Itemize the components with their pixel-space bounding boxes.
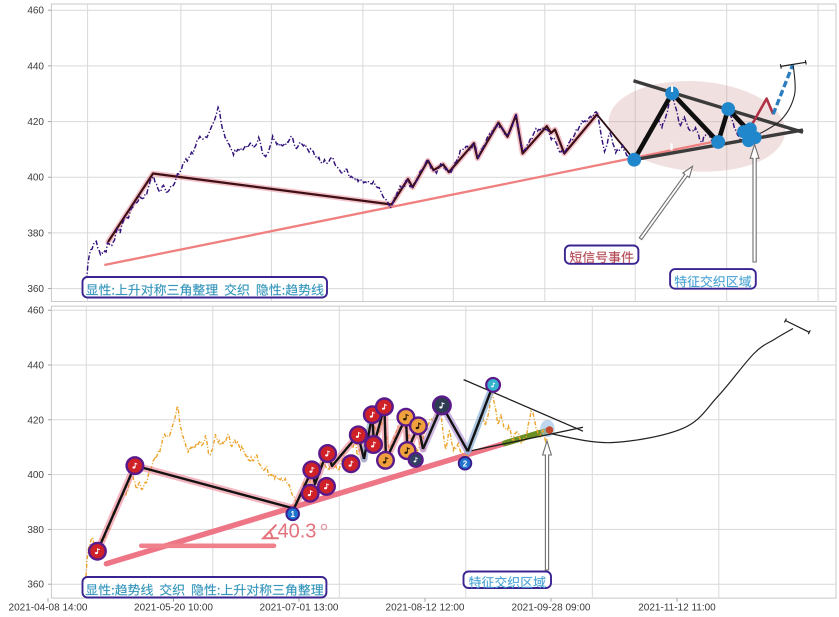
svg-text:2: 2 [463,459,468,468]
svg-text:1: 1 [290,510,295,519]
svg-text:460: 460 [27,306,44,317]
svg-text:2021-08-12 12:00: 2021-08-12 12:00 [386,603,465,614]
svg-text:380: 380 [27,228,44,239]
svg-text:420: 420 [27,415,44,426]
svg-text:440: 440 [27,361,44,372]
svg-text:40.3: 40.3 [278,521,317,543]
svg-text:400: 400 [27,173,44,184]
svg-text:2021-09-28 09:00: 2021-09-28 09:00 [512,603,591,614]
svg-text:360: 360 [27,580,44,591]
svg-text:420: 420 [27,117,44,128]
svg-text:2021-11-12 11:00: 2021-11-12 11:00 [638,603,716,614]
svg-text:400: 400 [27,470,44,481]
svg-text:460: 460 [27,6,44,17]
svg-text:440: 440 [27,61,44,72]
svg-text:360: 360 [27,284,44,295]
svg-text:2021-05-20 10:00: 2021-05-20 10:00 [134,603,213,614]
svg-text:2021-07-01 13:00: 2021-07-01 13:00 [260,603,339,614]
svg-text:380: 380 [27,525,44,536]
svg-text:2021-04-08 14:00: 2021-04-08 14:00 [9,603,88,614]
